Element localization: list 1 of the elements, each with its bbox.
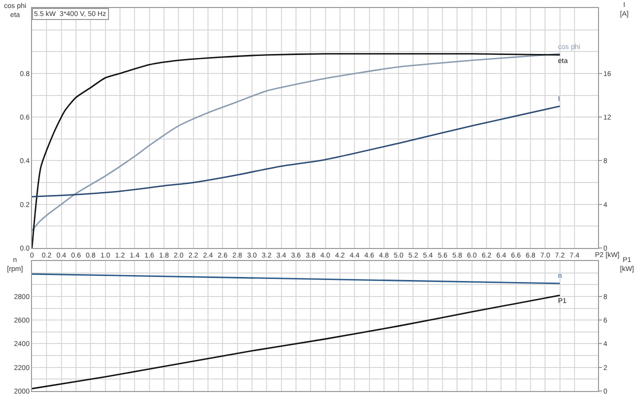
line-series [32,105,561,198]
